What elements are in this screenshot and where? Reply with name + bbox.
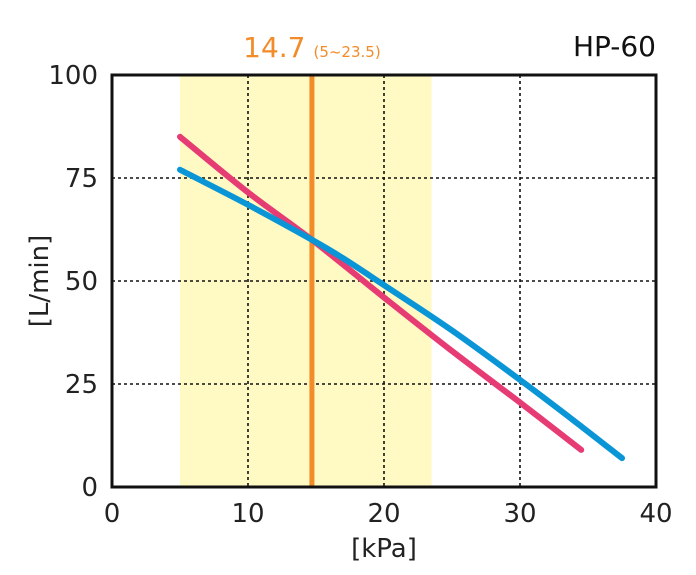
series-line-2	[177, 166, 625, 462]
x-tick-label-40: 40	[639, 499, 672, 529]
x-tick-label-20: 20	[367, 499, 400, 529]
x-tick-label-10: 10	[231, 499, 264, 529]
y-tick-label-25: 25	[65, 370, 98, 400]
operating-point-value: 14.7	[243, 31, 305, 64]
model-name-label: HP-60	[573, 30, 656, 63]
x-tick-label-30: 30	[503, 499, 536, 529]
operating-range-text: (5~23.5)	[313, 43, 380, 61]
tick-label-layer: 0 10 20 30 40 0 25 50 75 100	[48, 61, 672, 529]
series-line-1	[177, 133, 585, 453]
grid-layer	[112, 75, 656, 487]
x-tick-label-0: 0	[104, 499, 121, 529]
y-axis-label: [L/min]	[25, 235, 55, 328]
series-layer	[177, 133, 625, 462]
y-tick-label-0: 0	[81, 473, 98, 503]
x-axis-label: [kPa]	[351, 534, 417, 564]
plot-frame	[110, 73, 658, 489]
y-tick-label-75: 75	[65, 164, 98, 194]
y-tick-label-50: 50	[65, 267, 98, 297]
operating-point-label: 14.7 (5~23.5)	[243, 31, 381, 64]
y-tick-label-100: 100	[48, 61, 98, 91]
